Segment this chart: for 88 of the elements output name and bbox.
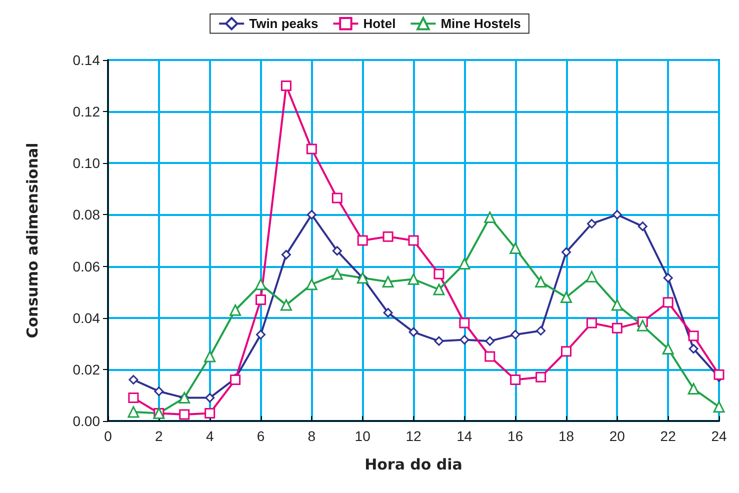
- point: [306, 144, 317, 154]
- point: [434, 268, 444, 280]
- point: [636, 320, 648, 332]
- point: [460, 335, 470, 345]
- legend-label: Twin peaks: [249, 16, 318, 32]
- point: [357, 235, 368, 246]
- point: [281, 250, 291, 260]
- point: [204, 350, 216, 362]
- point: [510, 330, 520, 340]
- y-axis-title: Consumo adimensional: [24, 142, 42, 338]
- point: [459, 318, 470, 328]
- y-tick-label: 0.10: [72, 155, 100, 172]
- point: [561, 346, 572, 357]
- point: [332, 246, 342, 256]
- point: [383, 308, 393, 318]
- point: [179, 409, 190, 420]
- point: [586, 270, 598, 282]
- point: [484, 351, 496, 362]
- x-tick-label: 10: [354, 428, 371, 444]
- point: [128, 374, 138, 384]
- point: [256, 294, 266, 306]
- point: [434, 336, 444, 346]
- point: [255, 278, 266, 290]
- x-axis-title: Hora do dia: [364, 456, 462, 474]
- point: [306, 278, 318, 290]
- x-tick-label: 18: [558, 428, 574, 444]
- x-tick-label: 14: [456, 428, 472, 444]
- x-tick-label: 12: [406, 428, 422, 444]
- point: [612, 210, 622, 220]
- y-tick-label: 0.12: [72, 104, 100, 120]
- point: [408, 235, 419, 246]
- point: [510, 374, 521, 385]
- point: [408, 327, 418, 337]
- x-tick-label: 2: [155, 428, 164, 444]
- point: [204, 408, 216, 419]
- y-tick-label: 0.00: [72, 413, 100, 429]
- x-tick-label: 20: [609, 428, 626, 444]
- x-tick-label: 8: [308, 428, 316, 444]
- point: [714, 369, 724, 380]
- point: [331, 268, 343, 280]
- x-tick-label: 22: [660, 428, 676, 444]
- y-tick-label: 0.02: [72, 361, 100, 378]
- point: [280, 299, 292, 311]
- point: [662, 297, 674, 308]
- y-tick-label: 0.06: [72, 258, 100, 274]
- y-tick-label: 0.14: [72, 52, 100, 68]
- point: [458, 258, 470, 270]
- y-tick-label: 0.08: [72, 206, 100, 223]
- y-tick-label: 0.04: [72, 310, 100, 326]
- x-tick-label: 0: [104, 428, 112, 444]
- point: [408, 273, 420, 285]
- point: [382, 276, 394, 288]
- point: [510, 242, 522, 254]
- point: [560, 291, 572, 303]
- point: [586, 218, 596, 228]
- x-tick-label: 16: [508, 428, 524, 444]
- point: [638, 222, 648, 232]
- point: [128, 406, 140, 418]
- point: [662, 343, 674, 355]
- point: [536, 372, 546, 382]
- point: [433, 284, 445, 296]
- point: [663, 273, 673, 283]
- point: [688, 344, 698, 354]
- point: [230, 304, 242, 316]
- point: [612, 322, 622, 334]
- point: [332, 192, 342, 204]
- point: [256, 330, 266, 340]
- legend-label: Hotel: [363, 16, 396, 32]
- point: [688, 383, 700, 395]
- point: [205, 393, 215, 403]
- point: [586, 318, 597, 328]
- point: [306, 210, 316, 220]
- point: [611, 299, 623, 311]
- x-tick-label: 6: [256, 428, 265, 444]
- point: [154, 386, 164, 396]
- point: [382, 231, 394, 242]
- point: [562, 247, 571, 257]
- point: [128, 392, 139, 404]
- point: [536, 326, 546, 336]
- point: [485, 336, 495, 346]
- point: [280, 80, 292, 92]
- point: [713, 401, 725, 413]
- x-tick-label: 4: [206, 428, 214, 444]
- point: [535, 276, 547, 288]
- legend-label: Mine Hostels: [440, 16, 521, 32]
- point: [484, 212, 496, 224]
- x-tick-label: 24: [711, 428, 727, 444]
- point: [688, 330, 699, 342]
